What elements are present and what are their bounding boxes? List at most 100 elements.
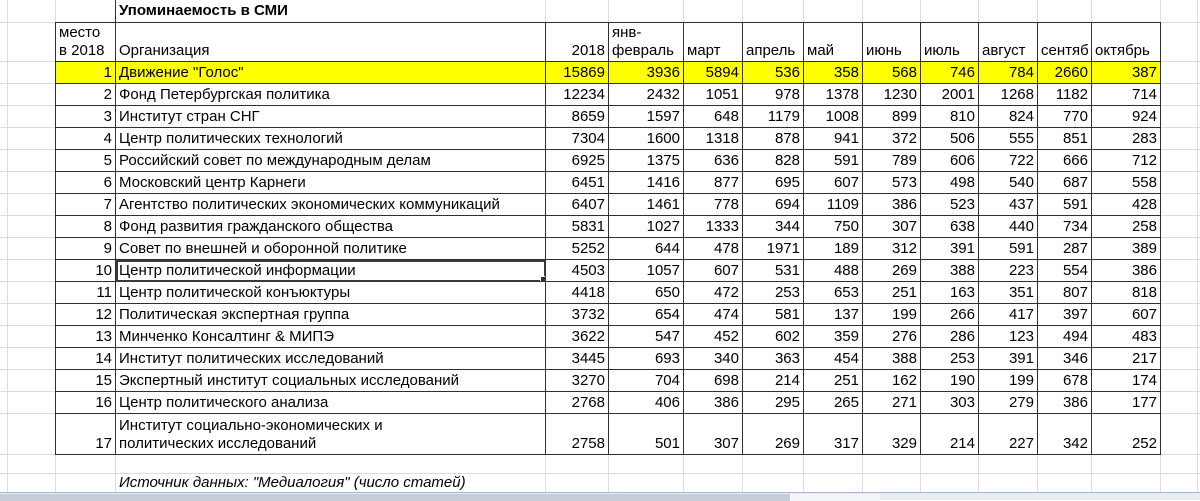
value-cell[interactable]: 1378 bbox=[803, 83, 863, 106]
column-header-янв-февраль[interactable]: янв-февраль bbox=[608, 22, 684, 62]
value-cell[interactable]: 877 bbox=[683, 171, 743, 194]
value-cell[interactable]: 269 bbox=[862, 259, 921, 282]
value-cell[interactable]: 536 bbox=[742, 61, 804, 84]
value-cell[interactable]: 1179 bbox=[742, 105, 804, 128]
value-cell[interactable]: 307 bbox=[862, 215, 921, 238]
column-header-май[interactable]: май bbox=[803, 22, 863, 62]
value-cell[interactable]: 1057 bbox=[608, 259, 684, 282]
value-cell[interactable]: 784 bbox=[978, 61, 1038, 84]
value-cell[interactable]: 3936 bbox=[608, 61, 684, 84]
value-cell[interactable]: 217 bbox=[1091, 347, 1161, 370]
value-cell[interactable]: 824 bbox=[978, 105, 1038, 128]
value-cell[interactable]: 266 bbox=[920, 303, 979, 326]
value-cell[interactable]: 1600 bbox=[608, 127, 684, 150]
column-header-organization[interactable]: Организация bbox=[115, 22, 546, 62]
value-cell[interactable]: 317 bbox=[803, 413, 863, 455]
value-cell[interactable]: 5894 bbox=[683, 61, 743, 84]
rank-cell[interactable]: 4 bbox=[55, 127, 116, 150]
value-cell[interactable]: 607 bbox=[683, 259, 743, 282]
value-cell[interactable]: 501 bbox=[608, 413, 684, 455]
value-cell[interactable]: 653 bbox=[803, 281, 863, 304]
value-cell[interactable]: 8659 bbox=[545, 105, 609, 128]
column-header-март[interactable]: март bbox=[683, 22, 743, 62]
value-cell[interactable]: 568 bbox=[862, 61, 921, 84]
value-cell[interactable]: 666 bbox=[1037, 149, 1092, 172]
value-cell[interactable]: 478 bbox=[683, 237, 743, 260]
source-note[interactable]: Источник данных: "Медиалогия" (число ста… bbox=[119, 474, 466, 491]
value-cell[interactable]: 644 bbox=[608, 237, 684, 260]
value-cell[interactable]: 346 bbox=[1037, 347, 1092, 370]
column-header-октябрь[interactable]: октябрь bbox=[1091, 22, 1161, 62]
value-cell[interactable]: 163 bbox=[920, 281, 979, 304]
rank-cell[interactable]: 9 bbox=[55, 237, 116, 260]
value-cell[interactable]: 6451 bbox=[545, 171, 609, 194]
value-cell[interactable]: 253 bbox=[920, 347, 979, 370]
rank-cell[interactable]: 6 bbox=[55, 171, 116, 194]
value-cell[interactable]: 734 bbox=[1037, 215, 1092, 238]
value-cell[interactable]: 386 bbox=[683, 391, 743, 414]
rank-cell[interactable]: 16 bbox=[55, 391, 116, 414]
fill-handle[interactable] bbox=[540, 276, 545, 281]
value-cell[interactable]: 174 bbox=[1091, 369, 1161, 392]
value-cell[interactable]: 386 bbox=[1091, 259, 1161, 282]
value-cell[interactable]: 3622 bbox=[545, 325, 609, 348]
value-cell[interactable]: 581 bbox=[742, 303, 804, 326]
value-cell[interactable]: 279 bbox=[978, 391, 1038, 414]
org-cell[interactable]: Политическая экспертная группа bbox=[115, 303, 546, 326]
rank-cell[interactable]: 7 bbox=[55, 193, 116, 216]
value-cell[interactable]: 591 bbox=[1037, 193, 1092, 216]
rank-cell[interactable]: 8 bbox=[55, 215, 116, 238]
value-cell[interactable]: 591 bbox=[803, 149, 863, 172]
value-cell[interactable]: 924 bbox=[1091, 105, 1161, 128]
org-cell[interactable]: Российский совет по международным делам bbox=[115, 149, 546, 172]
value-cell[interactable]: 1230 bbox=[862, 83, 921, 106]
value-cell[interactable]: 704 bbox=[608, 369, 684, 392]
selected-cell[interactable]: Центр политической информации bbox=[115, 259, 546, 282]
value-cell[interactable]: 1109 bbox=[803, 193, 863, 216]
value-cell[interactable]: 5252 bbox=[545, 237, 609, 260]
column-header-август[interactable]: август bbox=[978, 22, 1038, 62]
value-cell[interactable]: 2001 bbox=[920, 83, 979, 106]
value-cell[interactable]: 558 bbox=[1091, 171, 1161, 194]
value-cell[interactable]: 807 bbox=[1037, 281, 1092, 304]
value-cell[interactable]: 636 bbox=[683, 149, 743, 172]
value-cell[interactable]: 15869 bbox=[545, 61, 609, 84]
value-cell[interactable]: 391 bbox=[978, 347, 1038, 370]
value-cell[interactable]: 978 bbox=[742, 83, 804, 106]
value-cell[interactable]: 342 bbox=[1037, 413, 1092, 455]
value-cell[interactable]: 523 bbox=[920, 193, 979, 216]
org-cell[interactable]: Институт стран СНГ bbox=[115, 105, 546, 128]
org-cell[interactable]: Совет по внешней и оборонной политике bbox=[115, 237, 546, 260]
value-cell[interactable]: 389 bbox=[1091, 237, 1161, 260]
value-cell[interactable]: 406 bbox=[608, 391, 684, 414]
value-cell[interactable]: 654 bbox=[608, 303, 684, 326]
value-cell[interactable]: 591 bbox=[978, 237, 1038, 260]
value-cell[interactable]: 386 bbox=[1037, 391, 1092, 414]
value-cell[interactable]: 488 bbox=[803, 259, 863, 282]
value-cell[interactable]: 789 bbox=[862, 149, 921, 172]
value-cell[interactable]: 494 bbox=[1037, 325, 1092, 348]
org-cell[interactable]: Движение "Голос" bbox=[115, 61, 546, 84]
org-cell[interactable]: Центр политических технологий bbox=[115, 127, 546, 150]
value-cell[interactable]: 650 bbox=[608, 281, 684, 304]
rank-cell[interactable]: 14 bbox=[55, 347, 116, 370]
value-cell[interactable]: 1268 bbox=[978, 83, 1038, 106]
rank-cell[interactable]: 2 bbox=[55, 83, 116, 106]
column-header-июнь[interactable]: июнь bbox=[862, 22, 921, 62]
value-cell[interactable]: 137 bbox=[803, 303, 863, 326]
value-cell[interactable]: 351 bbox=[978, 281, 1038, 304]
value-cell[interactable]: 440 bbox=[978, 215, 1038, 238]
value-cell[interactable]: 387 bbox=[1091, 61, 1161, 84]
value-cell[interactable]: 474 bbox=[683, 303, 743, 326]
value-cell[interactable]: 694 bbox=[742, 193, 804, 216]
value-cell[interactable]: 687 bbox=[1037, 171, 1092, 194]
value-cell[interactable]: 286 bbox=[920, 325, 979, 348]
value-cell[interactable]: 283 bbox=[1091, 127, 1161, 150]
value-cell[interactable]: 251 bbox=[803, 369, 863, 392]
value-cell[interactable]: 428 bbox=[1091, 193, 1161, 216]
value-cell[interactable]: 454 bbox=[803, 347, 863, 370]
value-cell[interactable]: 307 bbox=[683, 413, 743, 455]
value-cell[interactable]: 199 bbox=[862, 303, 921, 326]
value-cell[interactable]: 7304 bbox=[545, 127, 609, 150]
org-cell[interactable]: Центр политического анализа bbox=[115, 391, 546, 414]
